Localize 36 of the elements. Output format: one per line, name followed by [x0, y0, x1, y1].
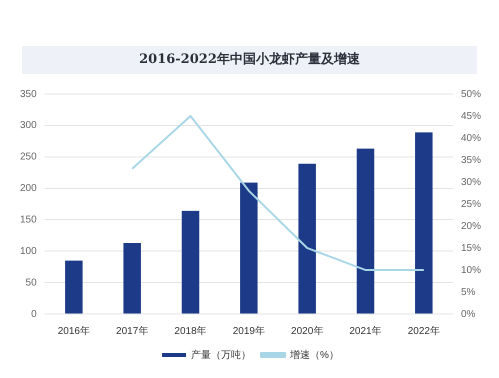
y2-tick-label: 10% — [460, 264, 482, 276]
bar — [415, 132, 433, 314]
x-tick-label: 2021年 — [349, 324, 382, 337]
legend-label: 增速（%） — [289, 348, 339, 361]
y2-tick-label: 45% — [460, 110, 482, 122]
y-tick-label: 300 — [20, 120, 38, 132]
y2-tick-label: 40% — [460, 132, 482, 144]
y2-tick-label: 15% — [460, 242, 482, 254]
x-tick-label: 2020年 — [291, 324, 324, 337]
y-tick-label: 0 — [31, 308, 38, 320]
y-tick-label: 200 — [20, 183, 38, 194]
bar — [240, 182, 258, 314]
x-tick-label: 2018年 — [174, 324, 207, 337]
x-tick-label: 2016年 — [58, 324, 90, 337]
bar — [65, 260, 83, 314]
y2-tick-label: 25% — [460, 198, 482, 210]
x-tick-label: 2017年 — [116, 324, 148, 337]
x-tick-label: 2019年 — [232, 324, 265, 337]
y-tick-label: 250 — [20, 152, 38, 163]
y2-tick-label: 0% — [460, 308, 476, 320]
bar — [298, 164, 316, 314]
legend-label: 产量（万吨） — [191, 348, 252, 361]
bar — [182, 210, 200, 314]
y2-tick-label: 20% — [460, 220, 482, 232]
y2-tick-label: 5% — [460, 286, 476, 298]
x-tick-label: 2022年 — [408, 324, 440, 337]
y-tick-label: 150 — [20, 214, 38, 226]
y-tick-label: 100 — [20, 246, 38, 257]
y2-tick-label: 35% — [460, 154, 482, 166]
y-tick-label: 50 — [26, 277, 38, 288]
y2-tick-label: 30% — [460, 176, 482, 188]
chart-title: 2016-2022年中国小龙虾产量及增速 — [22, 46, 477, 74]
y-tick-label: 350 — [20, 88, 38, 100]
bar — [356, 148, 374, 314]
y2-tick-label: 50% — [460, 88, 482, 100]
bar — [123, 242, 141, 314]
